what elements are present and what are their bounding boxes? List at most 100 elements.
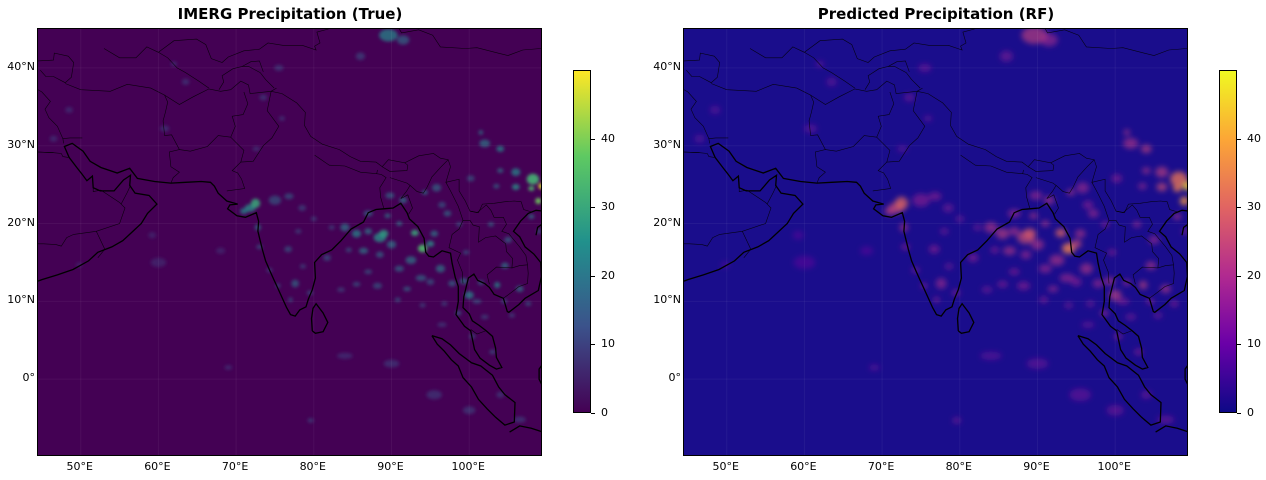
precip-cell [487,221,495,227]
colorbar-tick-mark [1237,207,1241,209]
precip-cell [284,193,294,200]
precip-cell [720,261,730,269]
precip-cell [479,139,491,148]
precip-cell [1134,348,1143,356]
precip-cell [284,246,293,253]
precip-cell [421,190,429,195]
country-border [711,83,826,184]
country-border [445,182,514,285]
lon-tick-label: 60°E [144,460,171,473]
precip-cell [345,247,352,253]
lat-tick-label: 30°N [7,137,35,151]
precip-cell [939,228,949,235]
precip-cell [352,281,361,287]
precip-cell [973,224,983,231]
precip-cell [240,207,248,215]
precip-cell [252,146,261,152]
country-border [503,264,529,299]
precip-cell [1156,182,1168,192]
precip-cell [299,264,307,269]
precip-cell [478,130,484,135]
precip-cell [1156,415,1175,425]
precip-cell [399,197,408,204]
precip-cell [515,285,524,293]
country-border [684,52,721,84]
precip-cell [437,322,447,328]
coastline [1184,365,1187,385]
precip-cell [896,145,908,153]
precip-cell [1179,196,1187,206]
country-border [314,154,378,175]
precip-cell [1030,239,1045,251]
precip-cell [709,105,721,115]
colorbar-tick-label: 40 [601,131,615,145]
precip-cell [1138,182,1147,190]
country-border [1094,220,1110,284]
coastline [535,224,541,236]
precip-cell [396,221,403,226]
precip-cell [525,301,532,307]
precip-cell [426,278,435,286]
precip-cell [148,232,157,239]
precip-cell [430,230,439,237]
precip-cell [1092,279,1104,288]
precip-cell [1008,268,1020,276]
country-border [409,159,449,194]
precip-cell [464,291,474,300]
precip-cell [291,279,300,288]
country-border [158,29,329,63]
country-border [179,91,249,152]
precip-cell [1108,289,1122,301]
panel-predicted: Predicted Precipitation (RF) 0 10 20 30 40 40… [646,0,1266,480]
country-border [448,220,464,284]
lat-tick-label: 30°N [653,137,681,151]
country-border [1028,162,1055,172]
colorbar-tick-mark [591,207,595,209]
precip-cell [494,281,501,289]
country-border [1116,329,1132,335]
precip-cell [1106,404,1124,416]
precip-cell [1140,144,1152,154]
precip-cell [1107,249,1117,256]
coastline [509,425,541,433]
precip-cell [1183,181,1187,191]
precip-cell [1047,285,1059,293]
precip-cell [1111,174,1123,183]
country-border [62,137,83,144]
precip-cell [358,247,369,254]
precip-cell [1049,254,1065,266]
country-border [38,202,126,247]
precip-field [694,29,1187,425]
colorbar-tick-label: 0 [1247,406,1254,419]
country-border [470,329,486,335]
precip-cell [511,168,521,177]
lat-tick-label: 0° [22,371,36,385]
precip-cell [337,352,353,359]
precip-cell [489,349,496,355]
country-border [376,173,387,209]
colorbar-tick-label: 10 [601,337,615,351]
country-border [1149,264,1175,299]
precip-cell [1088,209,1099,218]
precip-cell [536,228,541,234]
lat-tick-label: 10°N [653,293,681,307]
precip-cell [967,253,979,263]
coastline [431,334,516,426]
precip-cell [528,186,535,191]
colorbar-tick-label: 40 [1247,131,1261,145]
precip-cell [1008,226,1020,236]
precip-cell [1039,296,1049,304]
country-border [38,151,54,153]
lat-tick-label: 10°N [7,293,35,307]
precip-cell [1040,33,1058,47]
precip-cell [1160,284,1172,294]
colorbar-tick-label: 0 [601,406,608,419]
precip-cell [508,313,516,318]
precip-cell [1169,300,1179,307]
map-background [38,29,541,455]
country-border [1045,29,1187,56]
precip-field [49,29,541,423]
precip-cell [462,250,470,255]
lat-tick-label: 0° [668,371,682,385]
country-border [1035,177,1059,215]
